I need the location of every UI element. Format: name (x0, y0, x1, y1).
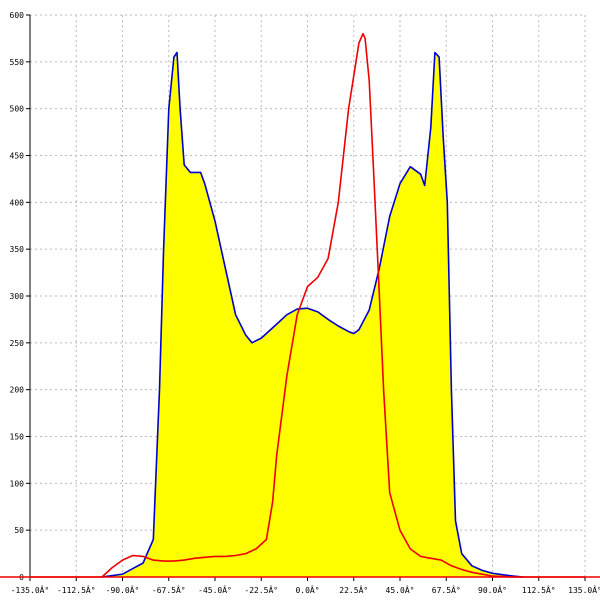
y-tick-label: 200 (10, 386, 25, 395)
y-tick-label: 500 (10, 105, 25, 114)
y-tick-label: 50 (14, 526, 24, 535)
line (101, 51, 524, 578)
x-tick-label: 112.5Â° (522, 584, 556, 595)
line (30, 32, 585, 578)
x-tick-label: -90.0Â° (106, 584, 140, 595)
x-tick-label: 45.0Â° (386, 584, 415, 595)
x-tick-label: 22.5Â° (339, 584, 368, 595)
y-tick-label: 550 (10, 58, 25, 67)
y-tick-label: 250 (10, 339, 25, 348)
x-tick-label: -22.5Â° (244, 584, 278, 595)
y-tick-label: 150 (10, 433, 25, 442)
y-tick-label: 100 (10, 479, 25, 488)
y-tick-label: 300 (10, 292, 25, 301)
y-tick-label: 450 (10, 152, 25, 161)
y-tick-label: 600 (10, 11, 25, 20)
y-tick-label: 350 (10, 245, 25, 254)
x-tick-label: 135.0Â° (568, 584, 600, 595)
x-tick-label: -67.5Â° (152, 584, 186, 595)
x-tick-label: 0.0Â° (295, 584, 319, 595)
x-tick-label: 67.5Â° (432, 584, 461, 595)
x-tick-label: 90.0Â° (478, 584, 507, 595)
area (101, 52, 524, 577)
y-tick-label: 400 (10, 198, 25, 207)
x-tick-label: -45.0Â° (198, 584, 232, 595)
x-tick-label: -135.0Â° (11, 584, 50, 595)
x-tick-label: -112.5Â° (57, 584, 96, 595)
